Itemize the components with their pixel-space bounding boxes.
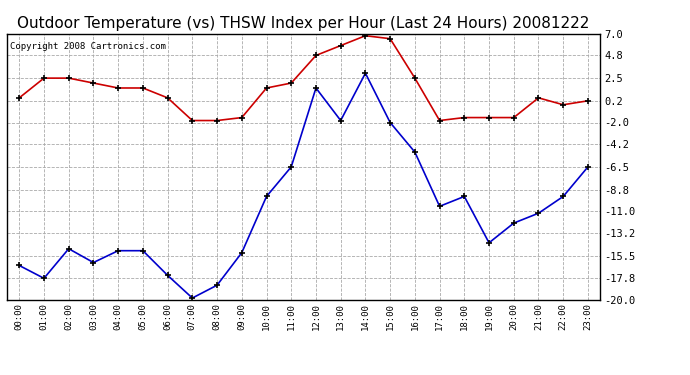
Text: Copyright 2008 Cartronics.com: Copyright 2008 Cartronics.com [10,42,166,51]
Title: Outdoor Temperature (vs) THSW Index per Hour (Last 24 Hours) 20081222: Outdoor Temperature (vs) THSW Index per … [17,16,590,31]
